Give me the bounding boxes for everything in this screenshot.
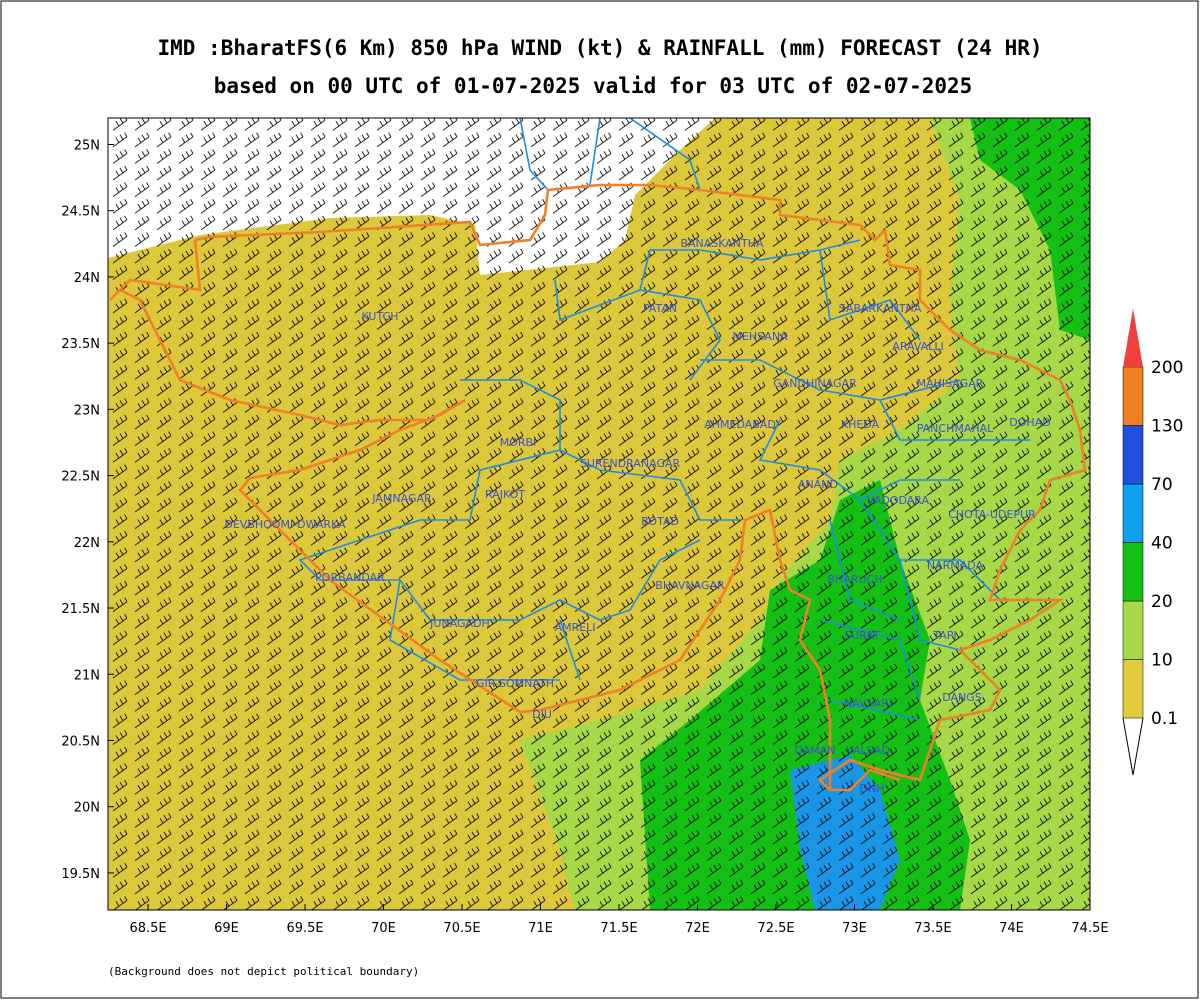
x-tick-label: 74E bbox=[999, 921, 1024, 936]
wind-barbs bbox=[108, 118, 1090, 910]
district-label: JAMNAGAR bbox=[371, 492, 432, 505]
x-tick-label: 73E bbox=[842, 921, 867, 936]
district-label: GANDHINAGAR bbox=[773, 377, 857, 390]
legend-label: 40 bbox=[1151, 534, 1173, 554]
district-label: PORBANDAR bbox=[315, 571, 385, 584]
y-tick-label: 23N bbox=[74, 403, 100, 418]
legend-swatch bbox=[1122, 659, 1144, 719]
y-tick-label: 25N bbox=[74, 138, 100, 153]
legend-label: 0.1 bbox=[1151, 709, 1178, 729]
legend-swatch bbox=[1122, 425, 1144, 485]
district-label: ANAND bbox=[798, 478, 838, 491]
x-tick-label: 72E bbox=[685, 921, 710, 936]
district-label: BHARUCH bbox=[828, 573, 883, 586]
legend-label: 200 bbox=[1151, 358, 1183, 378]
state-boundary bbox=[109, 183, 1087, 792]
legend-swatch bbox=[1122, 366, 1144, 426]
x-tick-label: 71E bbox=[528, 921, 553, 936]
footnote: (Background does not depict political bo… bbox=[108, 965, 419, 978]
district-label: GIR-SOMNATH bbox=[476, 677, 554, 690]
district-label: KUTCH bbox=[362, 310, 399, 323]
title: IMD :BharatFS(6 Km) 850 hPa WIND (kt) & … bbox=[157, 36, 1042, 60]
district-label: PANCHMAHAL bbox=[917, 422, 994, 435]
district-label: PATAN bbox=[643, 302, 677, 315]
district-label: BOTAD bbox=[641, 515, 679, 528]
district-label: NAVSARI bbox=[844, 697, 892, 710]
y-tick-label: 20N bbox=[74, 801, 100, 816]
y-tick-label: 19.5N bbox=[61, 867, 100, 882]
district-label: DAMAN bbox=[794, 744, 835, 757]
y-tick-label: 22N bbox=[74, 536, 100, 551]
x-tick-label: 72.5E bbox=[757, 921, 794, 936]
district-label: MAHISAGAR bbox=[917, 377, 984, 390]
map-field bbox=[108, 118, 1090, 910]
y-tick-label: 24N bbox=[74, 271, 100, 286]
district-label: DNH bbox=[860, 782, 885, 795]
district-label: SURAT bbox=[844, 629, 880, 642]
district-label: VALSAD bbox=[846, 744, 890, 757]
legend-low-extension bbox=[1122, 717, 1144, 776]
district-label: VADODARA bbox=[867, 494, 929, 507]
legend-label: 70 bbox=[1151, 475, 1173, 495]
district-label: DIU bbox=[532, 708, 552, 721]
x-tick-label: 69.5E bbox=[286, 921, 323, 936]
x-tick-label: 69E bbox=[214, 921, 239, 936]
district-label: DEVBHOOMI-DWARKA bbox=[224, 518, 346, 531]
x-tick-label: 68.5E bbox=[129, 921, 166, 936]
y-tick-label: 20.5N bbox=[61, 734, 100, 749]
subtitle: based on 00 UTC of 01-07-2025 valid for … bbox=[214, 74, 973, 98]
legend-swatch bbox=[1122, 542, 1144, 602]
legend-label: 10 bbox=[1151, 651, 1173, 671]
legend-swatch bbox=[1122, 600, 1144, 660]
district-label: BHAVNAGAR bbox=[655, 579, 725, 592]
district-label: DOHAD bbox=[1009, 416, 1050, 429]
y-tick-label: 23.5N bbox=[61, 337, 100, 352]
district-lines bbox=[298, 118, 1030, 721]
district-label: DANGS bbox=[942, 691, 982, 704]
district-label: AHMEDABAD bbox=[704, 418, 776, 431]
x-tick-label: 70E bbox=[371, 921, 396, 936]
legend-label: 130 bbox=[1151, 417, 1183, 437]
district-label: KHEDA bbox=[841, 418, 880, 431]
legend-swatch bbox=[1122, 483, 1144, 543]
district-label: NARMADA bbox=[927, 559, 984, 572]
y-tick-label: 21N bbox=[74, 668, 100, 683]
district-label: ARAVALLI bbox=[892, 340, 943, 353]
y-tick-label: 22.5N bbox=[61, 470, 100, 485]
district-label: MORBI bbox=[500, 436, 537, 449]
district-label: AMRELI bbox=[555, 621, 596, 634]
x-tick-label: 70.5E bbox=[443, 921, 480, 936]
x-tick-label: 71.5E bbox=[600, 921, 637, 936]
y-tick-label: 21.5N bbox=[61, 602, 100, 617]
district-label: SURENDRANAGAR bbox=[580, 457, 681, 470]
map-border bbox=[107, 117, 1091, 911]
legend-swatch bbox=[1123, 308, 1143, 367]
district-label: SABARKANTHA bbox=[839, 302, 922, 315]
district-label: JUNAGADH bbox=[429, 617, 490, 630]
x-tick-label: 74.5E bbox=[1071, 921, 1108, 936]
y-tick-label: 24.5N bbox=[61, 205, 100, 220]
district-label: BANASKANTHA bbox=[680, 237, 764, 250]
district-label: CHOTA-UDEPUR bbox=[948, 508, 1036, 521]
x-tick-label: 73.5E bbox=[914, 921, 951, 936]
legend-label: 20 bbox=[1151, 592, 1173, 612]
district-label: MEHSANA bbox=[732, 330, 788, 343]
district-label: RAJKOT bbox=[485, 488, 525, 501]
district-label: TAPI bbox=[932, 629, 956, 642]
